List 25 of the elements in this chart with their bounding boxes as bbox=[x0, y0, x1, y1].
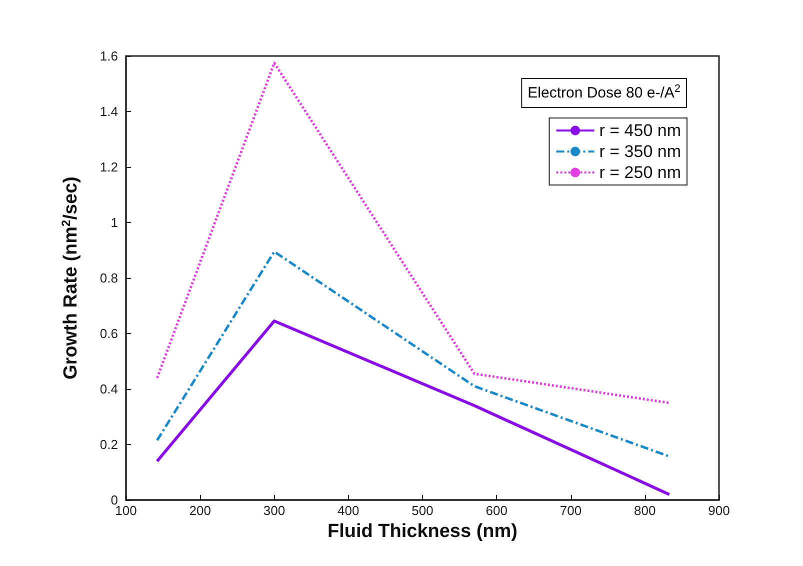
x-tick-label: 900 bbox=[708, 503, 730, 518]
y-tick-label: 0.8 bbox=[100, 270, 118, 286]
y-tick-label: 1.6 bbox=[100, 48, 118, 64]
x-axis-title: Fluid Thickness (nm) bbox=[327, 520, 518, 542]
y-tick-label: 1.4 bbox=[100, 104, 118, 119]
y-tick-label: 0.6 bbox=[100, 326, 118, 341]
line-series bbox=[156, 320, 671, 496]
y-tick-label: 0.4 bbox=[100, 382, 118, 396]
x-tick-label: 200 bbox=[189, 503, 211, 518]
legend-label: r = 450 nm bbox=[599, 121, 682, 140]
x-tick-label: 400 bbox=[338, 503, 360, 518]
y-tick-label: 1.2 bbox=[100, 160, 118, 174]
x-tick-label: 800 bbox=[634, 503, 656, 518]
legend-label: r = 350 nm bbox=[599, 142, 682, 161]
x-tick-label: 100 bbox=[115, 503, 137, 518]
y-axis-title: Growth Rate (nm2/sec) bbox=[59, 176, 82, 380]
x-tick-label: 600 bbox=[486, 503, 508, 518]
x-tick-label: 500 bbox=[412, 503, 434, 518]
x-tick-label: 300 bbox=[263, 503, 286, 518]
line-series bbox=[156, 250, 671, 458]
y-tick-label: 0.2 bbox=[100, 437, 118, 452]
y-tick-label: 0 bbox=[110, 492, 118, 508]
x-tick-label: 700 bbox=[560, 503, 582, 518]
y-tick-label: 1 bbox=[110, 215, 118, 230]
legend-label: r = 250 nm bbox=[599, 163, 682, 182]
